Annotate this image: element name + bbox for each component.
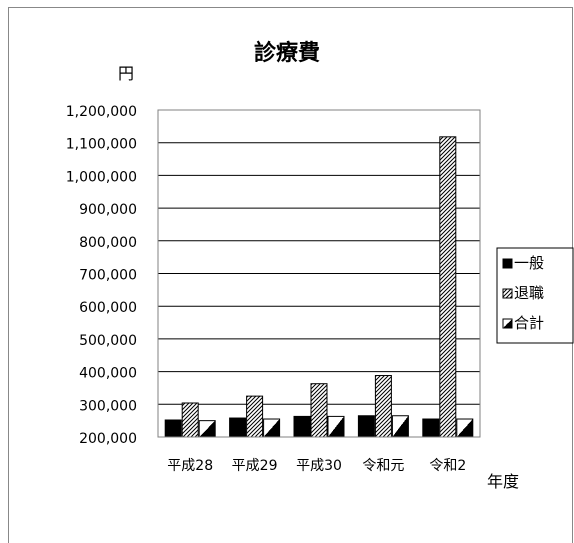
legend-label: 一般 bbox=[514, 254, 544, 272]
bar-退職 bbox=[181, 402, 199, 438]
legend-label: 退職 bbox=[514, 284, 544, 302]
y-tick-labels: 1,200,000 1,100,000 1,000,000 900,000 800,00… bbox=[66, 104, 137, 447]
legend-swatch bbox=[502, 288, 513, 299]
y-tick-label: 700,000 bbox=[79, 268, 137, 284]
x-tick-label: 令和元 bbox=[362, 458, 404, 474]
x-tick-label: 平成30 bbox=[296, 458, 342, 474]
legend-label: 合計 bbox=[514, 314, 544, 332]
chart-frame bbox=[8, 7, 573, 543]
y-tick-label: 1,000,000 bbox=[66, 169, 137, 185]
y-tick-label: 500,000 bbox=[79, 333, 137, 349]
x-axis-label: 年度 bbox=[487, 472, 519, 491]
x-tick-label: 令和2 bbox=[429, 458, 466, 474]
y-axis-label: 円 bbox=[118, 64, 134, 83]
legend-swatch bbox=[502, 258, 513, 269]
y-tick-label: 1,100,000 bbox=[66, 137, 137, 153]
bar-一般 bbox=[229, 417, 247, 438]
bar-退職 bbox=[246, 395, 264, 438]
bar-退職 bbox=[374, 375, 392, 438]
plot-area-border bbox=[157, 109, 481, 438]
legend-swatch bbox=[502, 318, 513, 329]
y-tick-label: 1,200,000 bbox=[66, 104, 137, 120]
bar-合計 bbox=[198, 420, 216, 438]
x-tick-labels: 平成28 平成29 平成30 令和元 令和2 bbox=[167, 458, 466, 474]
y-tick-label: 300,000 bbox=[79, 398, 137, 414]
bar-合計 bbox=[456, 418, 474, 438]
bar-退職 bbox=[310, 383, 328, 438]
bar-合計 bbox=[327, 415, 345, 438]
y-tick-label: 800,000 bbox=[79, 235, 137, 251]
bar-合計 bbox=[263, 418, 281, 438]
bar-一般 bbox=[357, 415, 375, 438]
y-tick-label: 200,000 bbox=[79, 431, 137, 447]
bars bbox=[164, 136, 474, 438]
y-tick-label: 900,000 bbox=[79, 202, 137, 218]
y-tick-label: 400,000 bbox=[79, 366, 137, 382]
bar-合計 bbox=[391, 415, 409, 438]
y-tick-label: 600,000 bbox=[79, 300, 137, 316]
chart-title: 診療費 bbox=[254, 40, 320, 66]
x-tick-label: 平成28 bbox=[167, 458, 213, 474]
bar-一般 bbox=[164, 419, 182, 438]
x-tick-label: 平成29 bbox=[232, 458, 278, 474]
bar-一般 bbox=[293, 415, 311, 438]
bar-退職 bbox=[439, 136, 457, 438]
bar-一般 bbox=[422, 418, 440, 438]
gridlines bbox=[158, 142, 480, 405]
